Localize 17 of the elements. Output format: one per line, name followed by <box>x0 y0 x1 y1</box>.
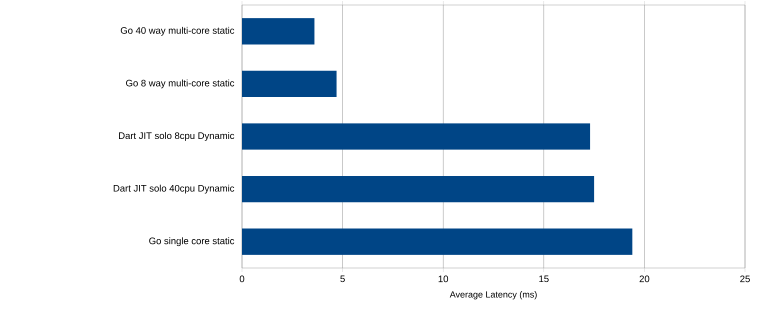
y-tick-label: Dart JIT solo 8cpu Dynamic <box>119 132 234 141</box>
y-tick-label: Dart JIT solo 40cpu Dynamic <box>114 184 234 194</box>
bar <box>242 70 337 98</box>
y-tick-label: Go 8 way multi-core static <box>126 79 234 88</box>
x-tick-label: 0 <box>240 276 244 282</box>
bar <box>242 176 594 202</box>
y-tick-label: Go single core static <box>149 237 234 246</box>
bar <box>242 123 590 150</box>
y-tick-label: Go 40 way multi-core static <box>120 26 234 36</box>
bar <box>242 228 632 255</box>
bar <box>242 18 314 44</box>
x-tick-label: 5 <box>340 276 345 282</box>
x-tick-label: 25 <box>740 276 750 282</box>
x-tick-label: 10 <box>438 276 448 282</box>
x-tick-label: 15 <box>539 276 549 282</box>
x-tick-label: 20 <box>640 276 650 282</box>
x-axis-title: Average Latency (ms) <box>450 291 537 300</box>
